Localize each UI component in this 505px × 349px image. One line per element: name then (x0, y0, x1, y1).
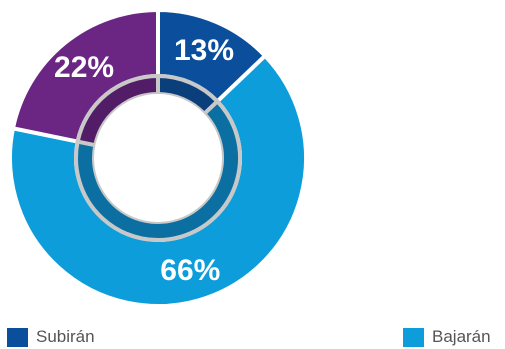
slice-labels: 13% 66% 22% (54, 34, 234, 287)
slice-2-label: 66% (160, 254, 220, 287)
legend-label-bajaran: Bajarán (432, 327, 491, 346)
legend-label-subiran: Subirán (36, 327, 95, 346)
slice-3-label: 22% (54, 51, 114, 84)
slice-1-label: 13% (174, 34, 234, 67)
donut-chart: 13% 66% 22% (10, 10, 306, 306)
legend-item-subiran: Subirán (7, 327, 95, 347)
donut-hole (94, 94, 222, 222)
legend-swatch-bajaran (403, 327, 424, 347)
legend-swatch-subiran (7, 327, 28, 347)
legend-item-bajaran: Bajarán (403, 327, 491, 347)
